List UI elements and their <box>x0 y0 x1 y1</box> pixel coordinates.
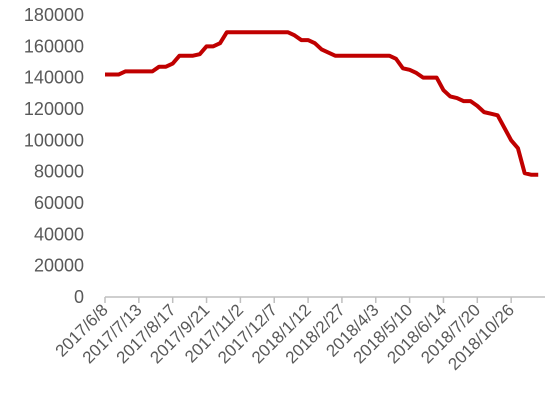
line-series <box>105 30 539 177</box>
y-tick-label: 60000 <box>34 193 84 213</box>
y-tick-label: 0 <box>74 287 84 307</box>
y-tick-label: 20000 <box>34 256 84 276</box>
y-tick-label: 100000 <box>24 130 84 150</box>
y-tick-label: 160000 <box>24 36 84 56</box>
y-tick-label: 40000 <box>34 224 84 244</box>
y-tick-label: 120000 <box>24 99 84 119</box>
y-tick-label: 80000 <box>34 162 84 182</box>
y-tick-label: 180000 <box>24 5 84 25</box>
y-tick-label: 140000 <box>24 68 84 88</box>
